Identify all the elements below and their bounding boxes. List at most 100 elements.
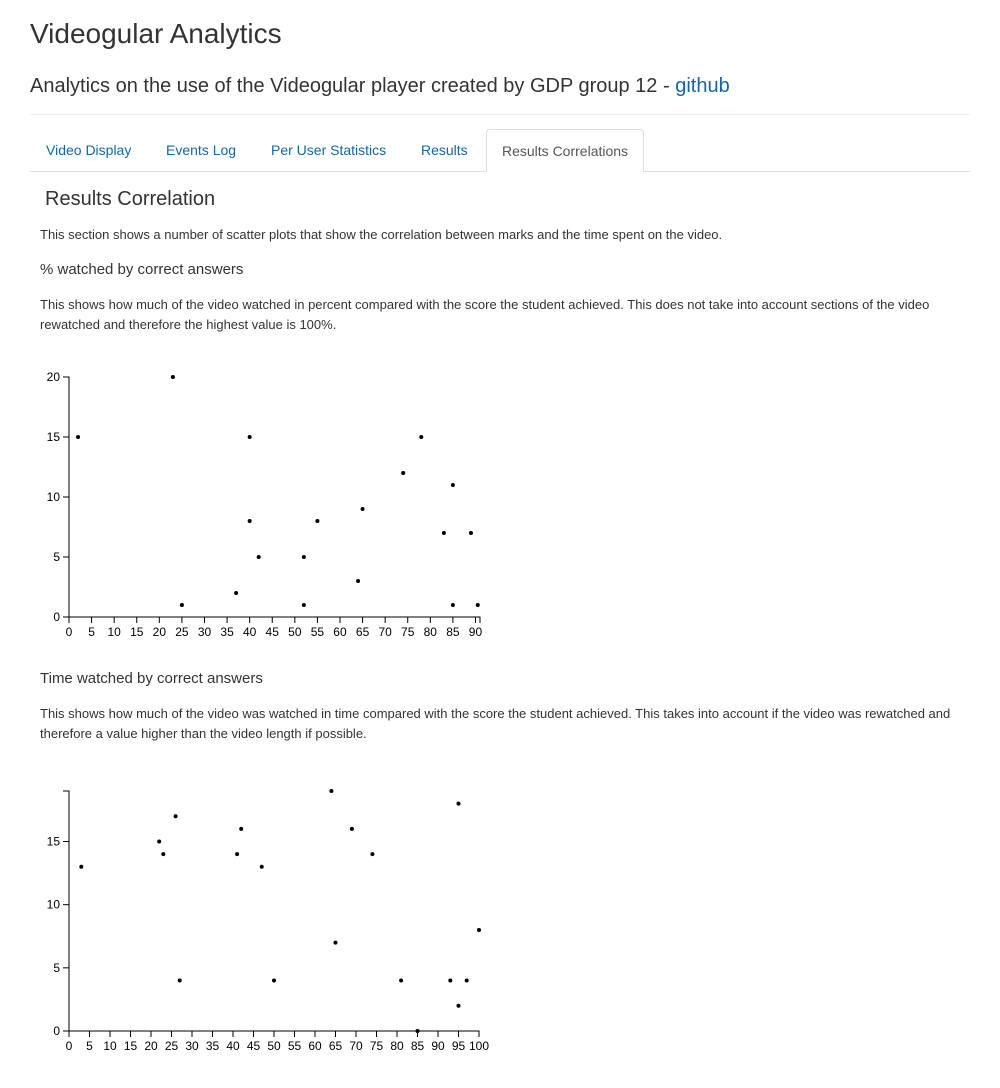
scatter-point [456,1003,461,1008]
x-tick-label: 40 [226,1039,240,1053]
scatter-point [259,864,264,869]
x-tick-label: 10 [103,1039,117,1053]
x-tick-label: 5 [88,625,95,639]
x-tick-label: 90 [431,1039,445,1053]
x-tick-label: 60 [333,625,347,639]
scatter-point [161,852,166,857]
scatter-point [173,814,178,819]
plot1-description: This shows how much of the video watched… [40,297,930,332]
x-tick-label: 65 [356,625,370,639]
x-tick-label: 0 [66,625,73,639]
y-tick-label: 0 [53,1024,60,1038]
x-tick-label: 30 [185,1039,199,1053]
y-tick-label: 10 [47,898,61,912]
plot2-heading: Time watched by correct answers [40,670,263,687]
y-tick-label: 5 [53,550,60,564]
header-divider [30,114,970,115]
x-tick-label: 35 [220,625,234,639]
scatter-point [234,591,239,595]
scatter-point [477,927,481,932]
scatter-point [170,375,175,379]
x-tick-label: 75 [370,1039,384,1053]
scatter-point [441,531,446,535]
y-tick-label: 15 [47,835,61,849]
x-tick-label: 20 [153,625,167,639]
y-axis-line [63,790,70,1032]
scatter-point [475,603,480,607]
x-tick-label: 95 [452,1039,466,1053]
scatter-point [315,519,320,523]
y-tick-label: 0 [53,610,60,624]
scatter-point [247,519,252,523]
x-tick-label: 55 [288,1039,302,1053]
tab-events-log[interactable]: Events Log [166,142,237,158]
x-tick-label: 100 [469,1039,489,1053]
section-title: Results Correlation [45,188,216,210]
scatter-point [179,603,184,607]
tab-results[interactable]: Results [421,142,468,158]
x-tick-label: 70 [378,625,392,639]
scatter-point [401,471,406,475]
scatter-point [360,507,365,511]
scatter-point [456,801,461,806]
x-tick-label: 0 [66,1039,73,1053]
x-tick-label: 50 [288,625,302,639]
scatter-point [370,852,375,857]
scatter-point [450,603,455,607]
x-tick-label: 80 [390,1039,404,1053]
scatter-point [239,826,244,831]
scatter-point [399,978,404,983]
x-tick-label: 65 [329,1039,343,1053]
scatter-point [329,789,334,793]
page-subtitle: Analytics on the use of the Videogular p… [30,75,730,98]
percent-watched-scatter-plot: 0 5 10 15 20 0 5 10 15 20 25 30 35 40 45 50 55 60 65 70 75 80… [47,370,483,639]
x-tick-label: 30 [198,625,212,639]
scatter-point [333,940,338,945]
scatter-point [157,839,162,844]
scatter-point [464,978,469,983]
y-tick-label: 15 [47,430,61,444]
x-tick-label: 5 [86,1039,93,1053]
scatter-point [301,603,306,607]
x-tick-label: 90 [469,625,483,639]
x-tick-label: 25 [175,625,189,639]
scatter-point [448,978,453,983]
tab-per-user-statistics[interactable]: Per User Statistics [271,142,387,158]
x-tick-label: 80 [424,625,438,639]
x-tick-label: 25 [165,1039,179,1053]
scatter-point [415,1029,420,1033]
scatter-point [356,579,361,583]
y-tick-label: 10 [47,490,61,504]
section-intro: This section shows a number of scatter p… [40,227,723,242]
scatter-point [177,978,182,983]
plot1-heading: % watched by correct answers [40,261,244,278]
scatter-point [450,483,455,487]
scatter-point [79,864,84,869]
x-tick-label: 35 [206,1039,220,1053]
y-tick-label: 5 [53,961,60,975]
x-tick-label: 50 [267,1039,281,1053]
scatter-point [272,978,276,983]
scatter-point [419,435,424,439]
x-axis-line [68,616,481,623]
tab-bar: Video Display Events Log Per User Statis… [30,129,970,172]
tab-video-display[interactable]: Video Display [46,142,132,158]
subtitle-text: Analytics on the use of the Videogular p… [30,75,670,97]
x-tick-label: 20 [144,1039,158,1053]
x-tick-label: 85 [411,1039,425,1053]
x-tick-label: 45 [266,625,280,639]
scatter-point [235,852,240,857]
x-tick-label: 45 [247,1039,261,1053]
x-tick-label: 15 [124,1039,138,1053]
scatter-point [247,435,252,439]
github-link[interactable]: github [675,75,730,97]
x-tick-label: 10 [107,625,121,639]
x-tick-label: 70 [349,1039,363,1053]
scatter-point [468,531,473,535]
page-title: Videogular Analytics [30,18,282,49]
plot2-description: This shows how much of the video was wat… [40,706,951,741]
tab-results-correlations[interactable]: Results Correlations [486,129,645,172]
scatter-point [349,826,354,831]
scatter-point [301,555,306,559]
